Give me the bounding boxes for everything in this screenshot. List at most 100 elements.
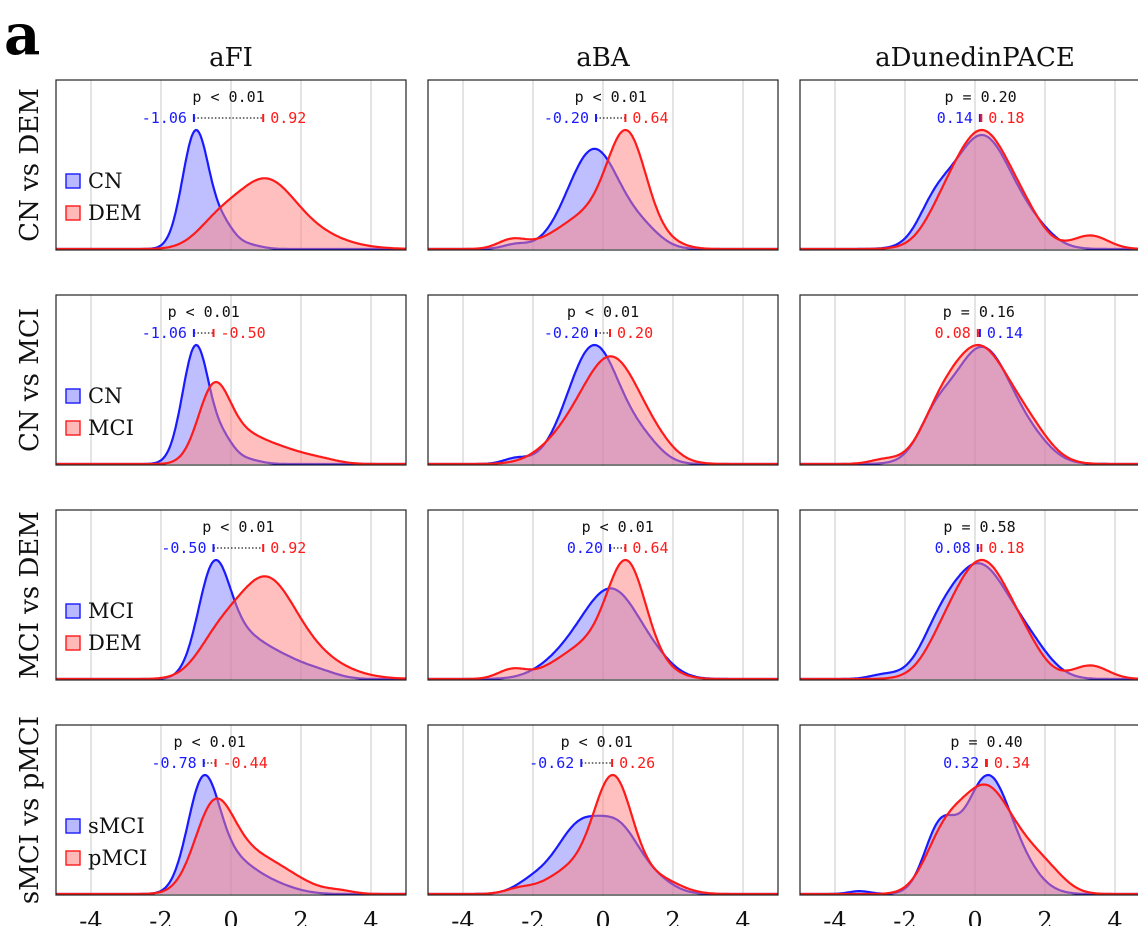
density-panel: p = 0.40 0.32 0.34 [799, 724, 1138, 896]
median-label-b: 0.92 [270, 109, 306, 127]
legend-label: CN [88, 384, 122, 408]
legend-swatch [65, 603, 81, 619]
row-title: CN vs DEM [15, 88, 45, 242]
column-title: aFI [209, 43, 253, 73]
legend-swatch [65, 635, 81, 651]
x-tick-label: 2 [293, 907, 308, 926]
p-value: p = 0.16 [943, 303, 1015, 321]
legend-label: CN [88, 169, 122, 193]
legend-swatch [65, 205, 81, 221]
legend-swatch [65, 388, 81, 404]
density-line-b [428, 773, 778, 895]
median-label-b: 0.64 [632, 539, 668, 557]
density-area-b [800, 130, 1138, 249]
p-value: p < 0.01 [168, 303, 240, 321]
p-value: p = 0.58 [943, 518, 1015, 536]
x-tick-label: 2 [1037, 907, 1052, 926]
median-label-a: -1.06 [142, 324, 187, 342]
density-panel: p = 0.58 0.08 0.18 [799, 509, 1138, 681]
legend-label: DEM [88, 631, 142, 655]
panel-frame [427, 294, 779, 466]
median-label-b: 0.20 [617, 324, 653, 342]
x-tick-label: -2 [521, 907, 544, 926]
density-panel: p < 0.01 -0.20 0.20 [427, 294, 779, 466]
panel-frame [55, 79, 407, 251]
x-tick-label: 0 [223, 907, 238, 926]
legend: sMCI pMCI [65, 814, 147, 870]
density-panel: p = 0.16 0.14 0.08 [799, 294, 1138, 466]
density-line-b [800, 343, 1138, 465]
median-label-b: -0.50 [221, 324, 266, 342]
x-tick-label: -2 [893, 907, 916, 926]
legend-label: pMCI [88, 846, 147, 870]
panel-frame [427, 724, 779, 896]
median-label-a: 0.20 [567, 539, 603, 557]
median-label-a: -0.78 [152, 754, 197, 772]
median-label-a: -0.62 [529, 754, 574, 772]
density-panel: p < 0.01 -1.06 0.92 CN DEM [55, 79, 407, 251]
density-area-b [56, 576, 406, 679]
density-panel: p < 0.01 0.20 0.64 [427, 509, 779, 681]
p-value: p < 0.01 [192, 88, 264, 106]
median-label-a: 0.32 [943, 754, 979, 772]
density-panel: p < 0.01 -1.06 -0.50 CN MCI [55, 294, 407, 466]
x-tick-label: 4 [735, 907, 750, 926]
median-label-a: 0.08 [935, 539, 971, 557]
x-tick-label: -2 [149, 907, 172, 926]
density-line-b [56, 177, 406, 250]
median-label-b: 0.18 [988, 109, 1024, 127]
panel-frame [55, 294, 407, 466]
legend-label: MCI [88, 599, 134, 623]
density-line-b [428, 355, 778, 465]
density-line-b [56, 575, 406, 680]
density-area-b [428, 560, 778, 679]
legend-swatch [65, 850, 81, 866]
density-area-b [800, 560, 1138, 679]
row-title: sMCI vs pMCI [15, 716, 45, 904]
density-panel: p < 0.01 -0.62 0.26 [427, 724, 779, 896]
legend-swatch [65, 173, 81, 189]
density-area-b [56, 178, 406, 249]
median-label-b: 0.34 [994, 754, 1030, 772]
panel-frame [799, 724, 1138, 896]
density-panel: p < 0.01 -0.50 0.92 MCI DEM [55, 509, 407, 681]
x-tick-label: 0 [595, 907, 610, 926]
panel-frame [427, 509, 779, 681]
panel-frame [427, 79, 779, 251]
x-tick-label: 4 [1107, 907, 1122, 926]
p-value: p < 0.01 [174, 733, 246, 751]
legend-swatch [65, 818, 81, 834]
legend: CN MCI [65, 384, 134, 440]
median-label-b: 0.08 [935, 324, 971, 342]
x-tick-label: -4 [451, 907, 474, 926]
density-panel: p = 0.20 0.14 0.18 [799, 79, 1138, 251]
median-label-b: -0.44 [223, 754, 268, 772]
x-tick-label: 2 [665, 907, 680, 926]
row-title: MCI vs DEM [15, 511, 45, 679]
density-area-b [56, 798, 406, 894]
density-area-b [428, 356, 778, 464]
median-label-a: 0.14 [987, 324, 1023, 342]
density-line-b [800, 783, 1138, 895]
legend-swatch [65, 420, 81, 436]
density-line-b [428, 558, 778, 680]
density-area-b [800, 345, 1138, 464]
panel-frame [55, 509, 407, 681]
x-tick-label: -4 [79, 907, 102, 926]
p-value: p < 0.01 [202, 518, 274, 536]
density-line-b [800, 558, 1138, 680]
density-area-b [56, 382, 406, 464]
legend-label: MCI [88, 416, 134, 440]
p-value: p < 0.01 [575, 88, 647, 106]
x-tick-label: -4 [823, 907, 846, 926]
median-label-b: 0.26 [619, 754, 655, 772]
p-value: p < 0.01 [561, 733, 633, 751]
p-value: p < 0.01 [582, 518, 654, 536]
median-label-a: 0.14 [937, 109, 973, 127]
panel-frame [799, 509, 1138, 681]
p-value: p = 0.20 [944, 88, 1016, 106]
panel-frame [799, 79, 1138, 251]
density-line-b [428, 128, 778, 250]
median-label-b: 0.92 [270, 539, 306, 557]
